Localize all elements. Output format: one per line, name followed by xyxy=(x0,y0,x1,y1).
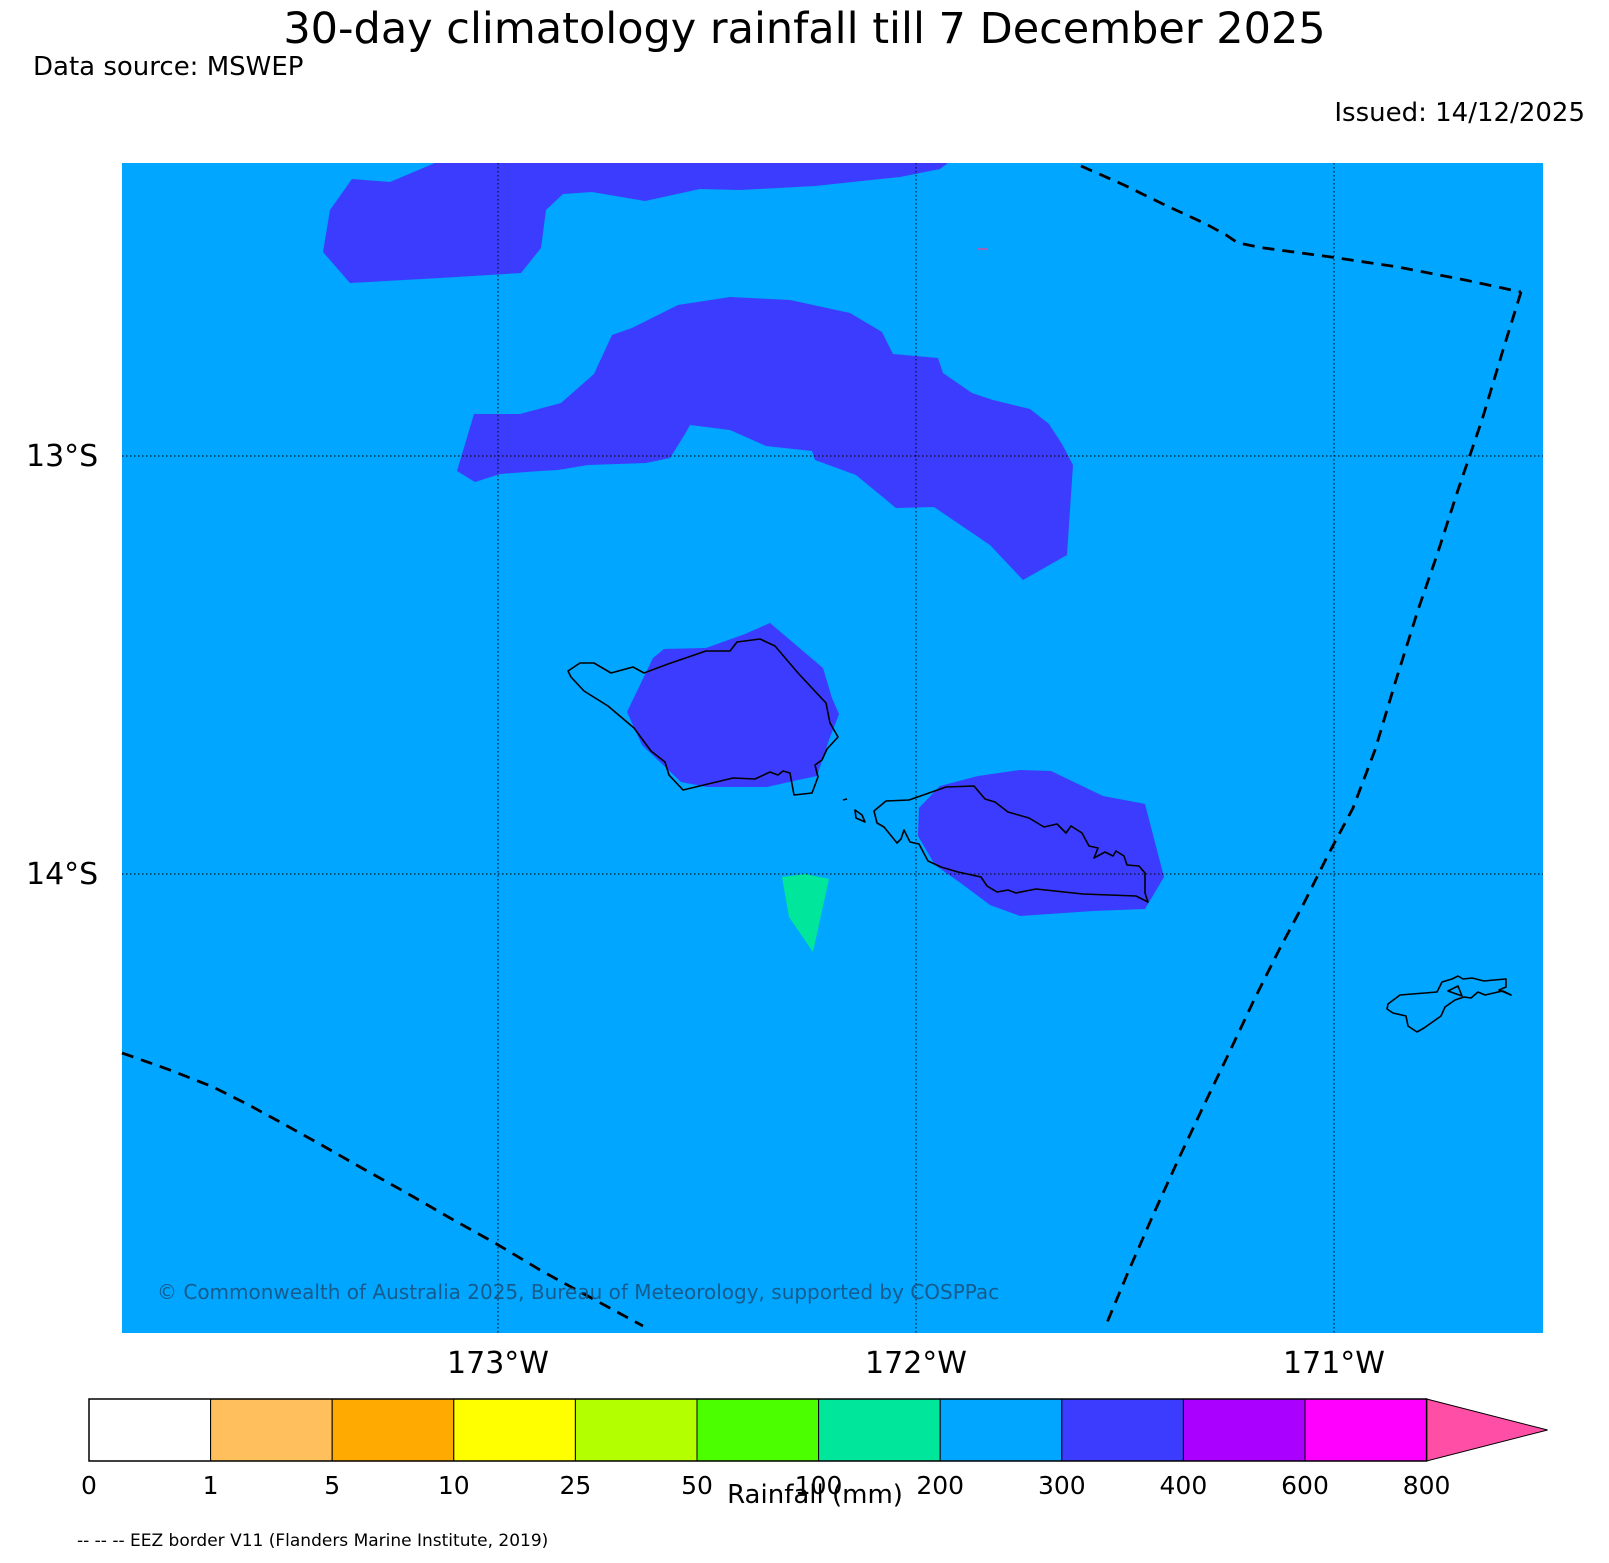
eez-border xyxy=(121,164,1523,1328)
colorbar-swatch xyxy=(453,1398,576,1462)
colorbar-swatch xyxy=(88,1398,212,1462)
data-source-label: Data source: MSWEP xyxy=(33,52,304,82)
colorbar-tick-label: 1 xyxy=(203,1471,219,1500)
eez-border-note: -- -- -- EEZ border V11 (Flanders Marine… xyxy=(77,1531,549,1551)
colorbar: 0 1 5 10 25 50 100 200 300 400 600 800 xyxy=(81,1398,1548,1500)
colorbar-tick-label: 400 xyxy=(1160,1471,1208,1500)
colorbar-tick-label: 200 xyxy=(916,1471,964,1500)
colorbar-tick-label: 600 xyxy=(1281,1471,1329,1500)
coastline xyxy=(567,638,1512,1033)
lon-label-171w: 171°W xyxy=(1283,1346,1385,1381)
colorbar-tick-label: 25 xyxy=(559,1471,591,1500)
lat-label-14s: 14°S xyxy=(26,857,98,892)
colorbar-swatch xyxy=(574,1398,698,1462)
lon-label-172w: 172°W xyxy=(865,1346,967,1381)
colorbar-tick-label: 800 xyxy=(1403,1471,1451,1500)
colorbar-swatch xyxy=(1304,1398,1428,1462)
eez-border-southwest xyxy=(121,1051,644,1328)
eez-border-east xyxy=(1104,291,1523,1326)
coastline-upolu-west xyxy=(567,638,839,796)
colorbar-tick-label: 10 xyxy=(438,1471,470,1500)
coastline-upolu-east xyxy=(873,785,1149,903)
lon-label-173w: 173°W xyxy=(447,1346,549,1381)
lat-label-13s: 13°S xyxy=(26,439,98,474)
colorbar-swatch xyxy=(939,1398,1063,1462)
chart-title: 30-day climatology rainfall till 7 Decem… xyxy=(283,4,1326,54)
coastline-small-island xyxy=(854,809,866,823)
colorbar-extend-arrow xyxy=(1426,1398,1548,1462)
rainfall-area-300-400 xyxy=(457,297,1073,580)
rainfall-area-300-400 xyxy=(918,770,1164,916)
colorbar-tick-label: 100 xyxy=(795,1471,843,1500)
colorbar-swatch xyxy=(818,1398,941,1462)
colorbar-swatch xyxy=(210,1398,333,1462)
issued-date-label: Issued: 14/12/2025 xyxy=(1334,98,1585,128)
colorbar-outline xyxy=(88,1398,1428,1462)
coastline-small-island xyxy=(842,798,848,801)
colorbar-tick-label: 300 xyxy=(1038,1471,1086,1500)
colorbar-tick-label: 0 xyxy=(81,1471,97,1500)
colorbar-swatch xyxy=(696,1398,820,1462)
colorbar-swatch xyxy=(1182,1398,1306,1462)
rainfall-area-300-400 xyxy=(627,623,839,787)
colorbar-title: Rainfall (mm) xyxy=(727,1480,903,1510)
rainfall-area-300-400 xyxy=(323,163,948,283)
colorbar-swatch xyxy=(1061,1398,1184,1462)
rainfall-area-100-200 xyxy=(782,874,829,952)
coastline-tutuila xyxy=(1386,975,1512,1033)
graticule-lines xyxy=(122,163,1543,1333)
colorbar-swatch xyxy=(331,1398,455,1462)
colorbar-tick-label: 50 xyxy=(681,1471,713,1500)
rainfall-contours xyxy=(323,163,1164,952)
copyright-notice: © Commonwealth of Australia 2025, Bureau… xyxy=(157,1280,1000,1304)
colorbar-tick-label: 5 xyxy=(324,1471,340,1500)
